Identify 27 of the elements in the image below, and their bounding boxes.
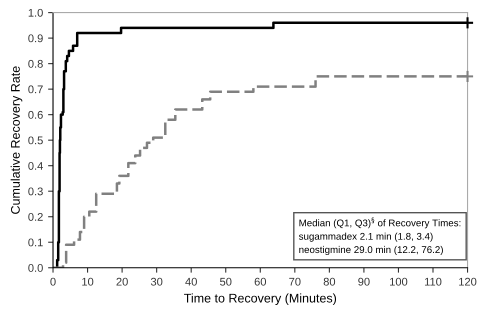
- x-tick-label: 50: [220, 278, 232, 286]
- annotation: Median (Q1, Q3)$^{§}$ of Recovery Times: sugammadex 2.1 min (1.8, 3.4) neostigmine 29.0 min (12.2, 76.2): [298, 218, 460, 255]
- y-tick-label: 0.8: [28, 60, 43, 68]
- y-tick-label: 0.5: [28, 136, 43, 144]
- y-tick-label: 0.9: [28, 34, 43, 42]
- x-tick-label: 70: [289, 278, 301, 286]
- x-tick-label: 110: [424, 278, 442, 286]
- y-tick-label: 0.7: [28, 85, 43, 94]
- x-tick-label: 80: [324, 278, 336, 286]
- x-tick-label: 90: [358, 278, 370, 286]
- y-tick-label: 0.6: [28, 110, 43, 119]
- x-tick-label: 60: [254, 278, 266, 286]
- y-tick-label: 0.2: [28, 212, 43, 221]
- y-tick-label: 0.1: [28, 238, 43, 246]
- y-tick-label: 0.4: [28, 162, 43, 170]
- x-tick-label: 100: [390, 278, 408, 286]
- x-tick-label: 20: [116, 278, 128, 286]
- x-tick-label: 30: [150, 278, 162, 286]
- x-tick-label: 120: [459, 278, 476, 286]
- y-axis-title: Cumulative Recovery Rate: [10, 66, 22, 214]
- y-tick-label: 1.0: [28, 8, 43, 17]
- y-tick-label: 0.0: [28, 264, 43, 272]
- x-tick-label: 10: [82, 278, 94, 286]
- x-axis-title: Time to Recovery (Minutes): [184, 293, 336, 306]
- y-tick-label: 0.3: [28, 187, 43, 196]
- x-tick-label: 0: [50, 278, 56, 286]
- x-tick-label: 40: [185, 278, 197, 286]
